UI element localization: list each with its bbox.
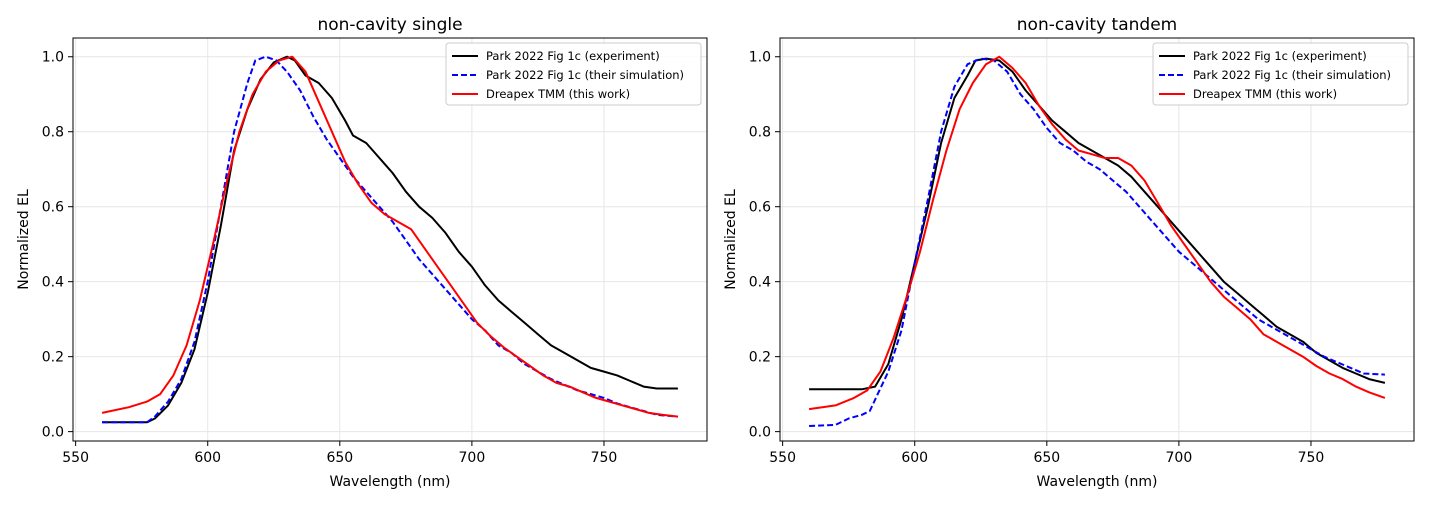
y-tick-label: 0.0 <box>749 425 771 441</box>
y-tick-label: 0.6 <box>749 200 771 216</box>
x-tick-label: 700 <box>459 450 486 466</box>
y-tick-label: 0.4 <box>749 275 771 291</box>
x-tick-label: 650 <box>1033 450 1060 466</box>
legend-label-2: Park 2022 Fig 1c (their simulation) <box>486 68 684 82</box>
chart-title: non-cavity tandem <box>1017 15 1177 35</box>
series-line-2 <box>809 57 1385 427</box>
chart-title: non-cavity single <box>317 15 462 35</box>
series-line-1 <box>102 55 678 424</box>
x-axis-label: Wavelength (nm) <box>1037 474 1158 490</box>
x-tick-label: 550 <box>769 450 796 466</box>
x-tick-label: 750 <box>591 450 618 466</box>
series-line-3 <box>101 55 679 418</box>
legend-box <box>445 42 702 106</box>
y-tick-label: 0.8 <box>42 125 64 141</box>
chart-panel-2: 550 600 650 700 750 0.0 0.2 0.4 0.6 0.8 1.0 non-cav… <box>723 15 1415 490</box>
y-tick-label: 0.2 <box>749 350 771 366</box>
chart-panel-1: 550 600 650 700 750 0.0 0.2 0.4 0.6 0.8 1.0 non-cav… <box>16 15 708 490</box>
plot-frame <box>72 37 708 442</box>
y-tick-label: 0.6 <box>42 200 64 216</box>
series-line-3 <box>808 55 1386 411</box>
legend: Park 2022 Fig 1c (experiment) Park 2022 F… <box>1152 42 1409 106</box>
x-tick-label: 600 <box>901 450 928 466</box>
legend-label-1: Park 2022 Fig 1c (experiment) <box>486 49 660 63</box>
x-tick-label: 750 <box>1298 450 1325 466</box>
legend-box <box>1152 42 1409 106</box>
legend-label-3: Dreapex TMM (this work) <box>486 87 630 101</box>
x-axis-label: Wavelength (nm) <box>330 474 451 490</box>
y-tick-label: 0.4 <box>42 275 64 291</box>
y-tick-label: 0.0 <box>42 425 64 441</box>
y-axis-label: Normalized EL <box>16 189 32 290</box>
x-tick-label: 550 <box>62 450 89 466</box>
plot-frame <box>779 37 1415 442</box>
y-tick-label: 1.0 <box>42 50 64 66</box>
series-line-1 <box>809 57 1386 391</box>
x-tick-label: 650 <box>326 450 353 466</box>
legend: Park 2022 Fig 1c (experiment) Park 2022 F… <box>445 42 702 106</box>
legend-label-3: Dreapex TMM (this work) <box>1193 87 1337 101</box>
legend-label-2: Park 2022 Fig 1c (their simulation) <box>1193 68 1391 82</box>
y-tick-label: 0.8 <box>749 125 771 141</box>
x-tick-label: 700 <box>1166 450 1193 466</box>
y-tick-label: 0.2 <box>42 350 64 366</box>
y-tick-label: 1.0 <box>749 50 771 66</box>
y-axis-label: Normalized EL <box>723 189 739 290</box>
legend-label-1: Park 2022 Fig 1c (experiment) <box>1193 49 1367 63</box>
x-tick-label: 600 <box>194 450 221 466</box>
